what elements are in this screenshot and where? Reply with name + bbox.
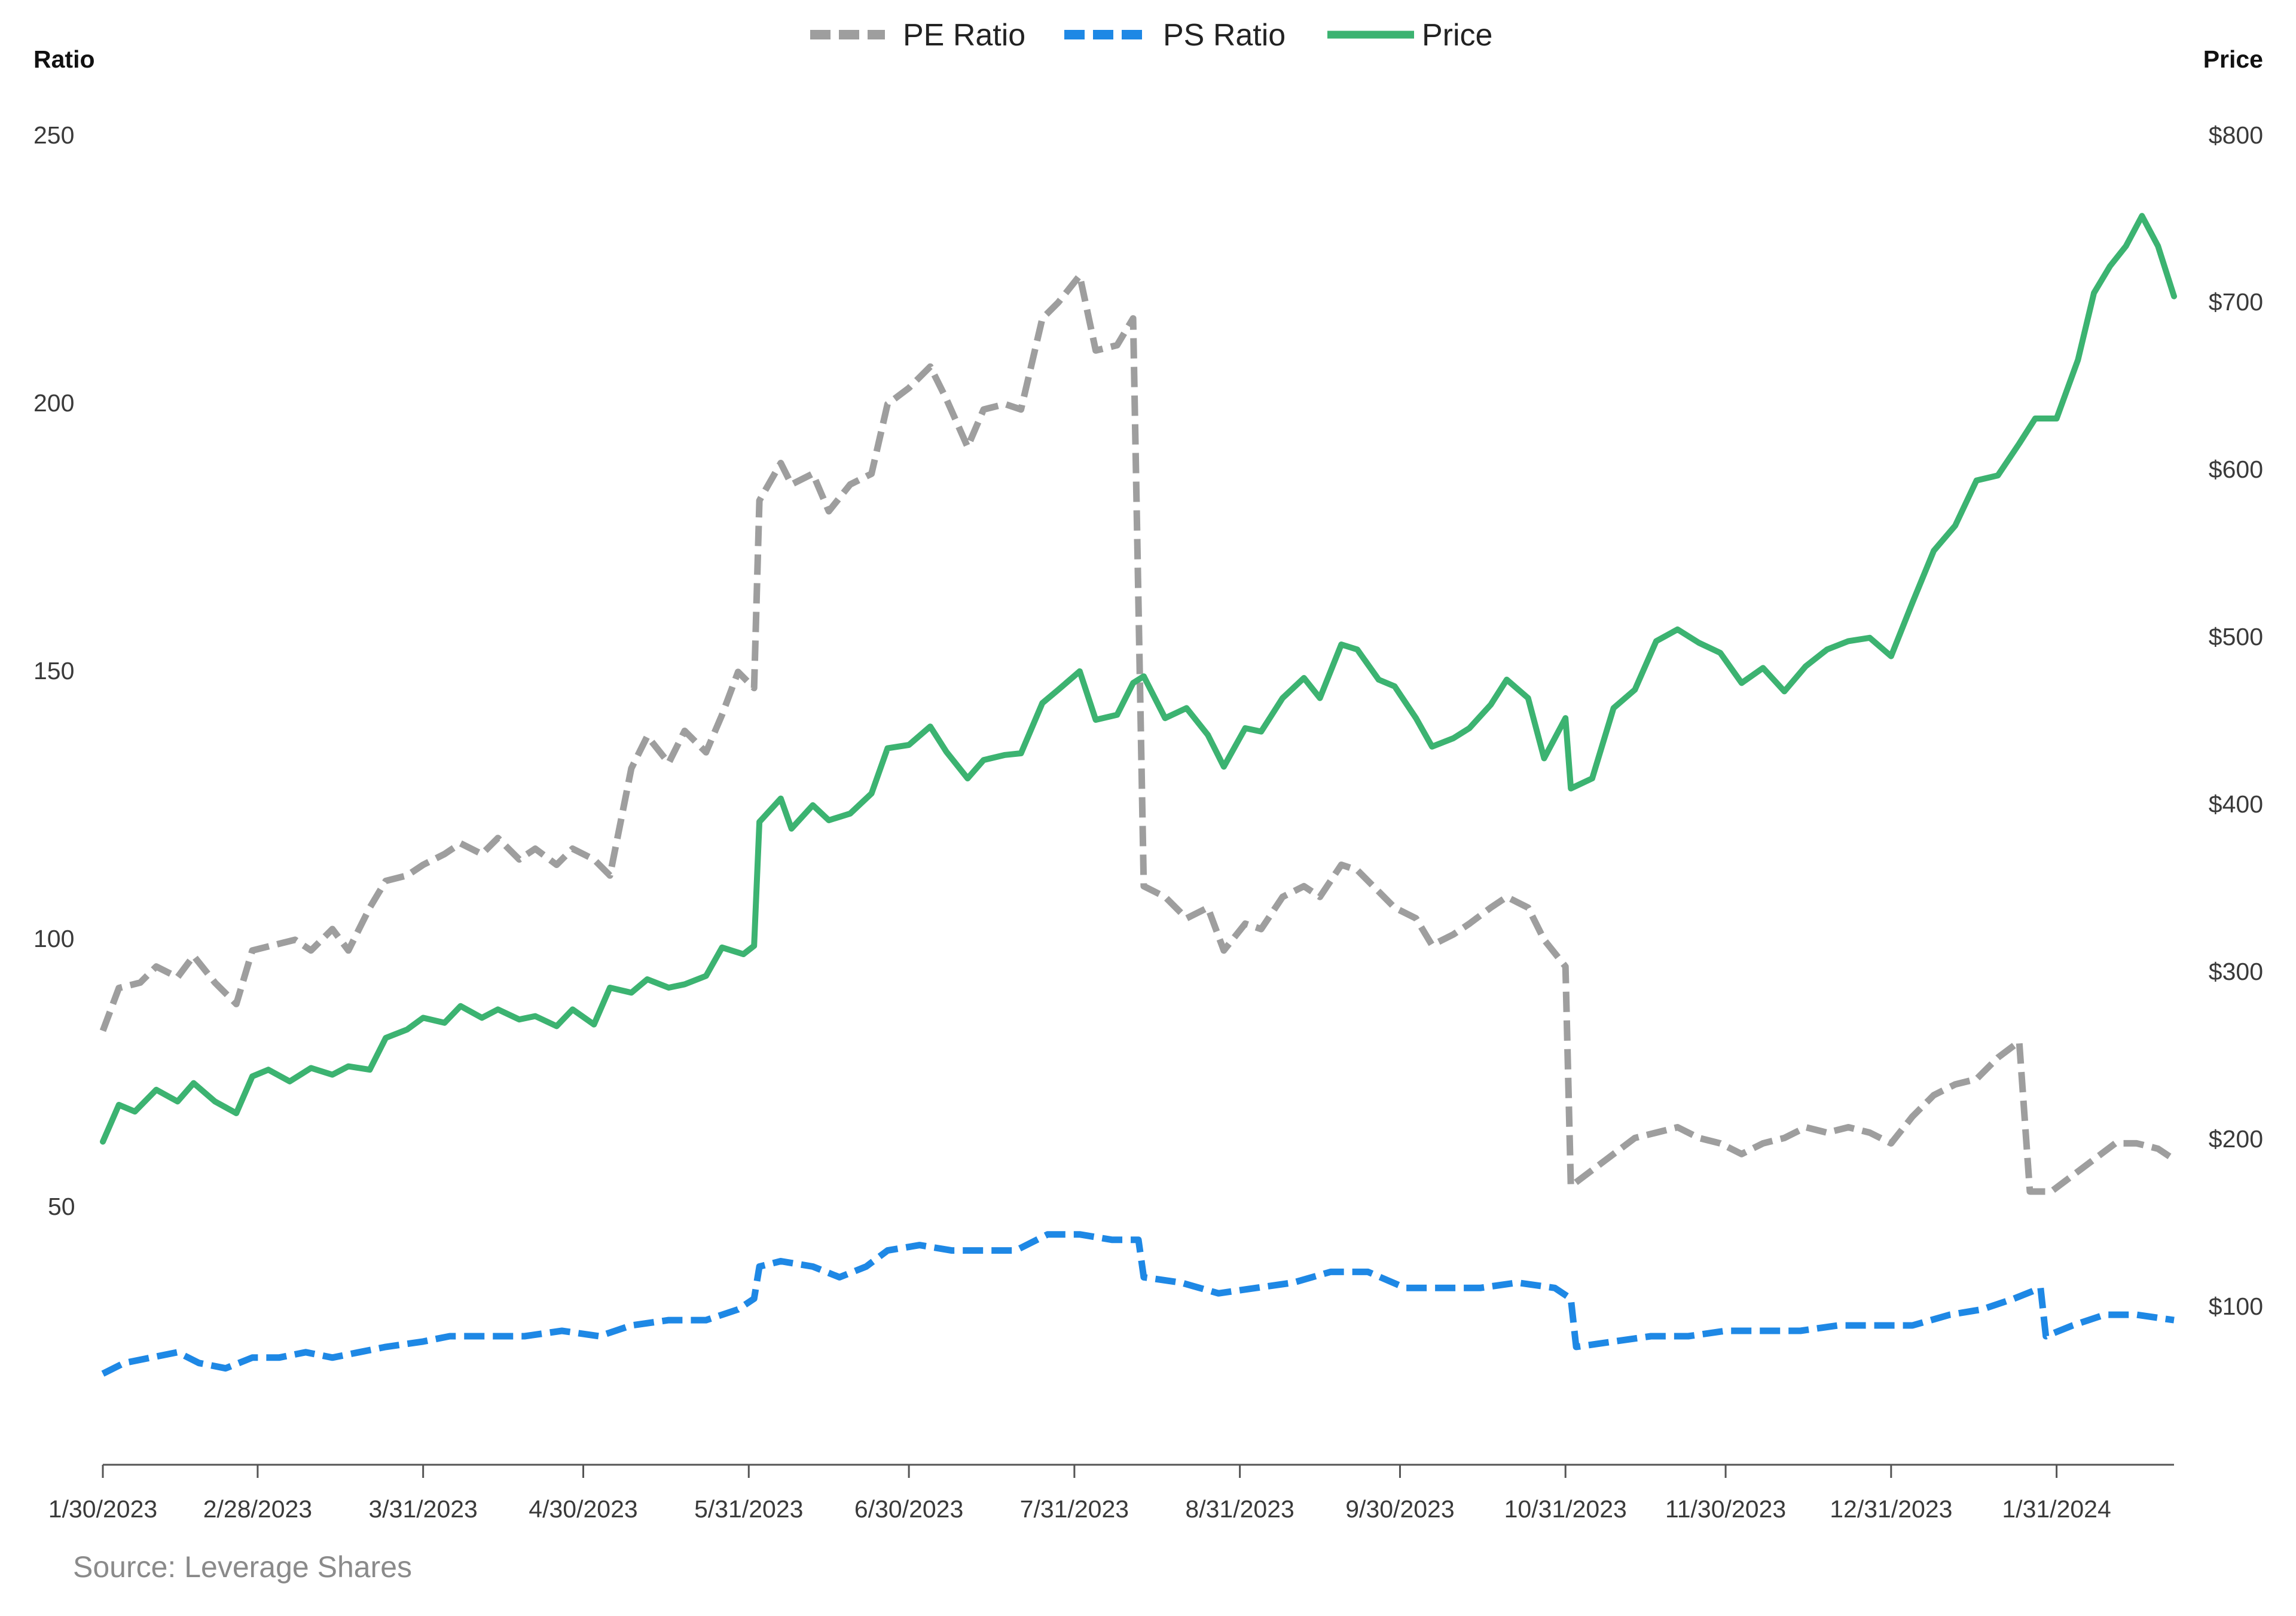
left-tick-label: 250 [33,121,74,149]
left-tick-label: 200 [33,389,74,417]
right-axis-title: Price [2203,45,2263,73]
right-tick-label: $100 [2209,1293,2263,1320]
right-tick-label: $800 [2209,121,2263,149]
x-tick-label: 6/30/2023 [854,1495,963,1523]
x-tick-label: 9/30/2023 [1345,1495,1454,1523]
left-axis-ticks: 250 200 150 100 50 [33,121,75,1220]
series-line-ps-ratio [101,1231,2175,1377]
right-axis-ticks: $800 $700 $600 $500 $400 $300 $200 $100 [2209,121,2263,1320]
source-note: Source: Leverage Shares [73,1550,412,1584]
right-tick-label: $400 [2209,790,2263,818]
left-tick-label: 150 [33,657,74,685]
x-tick-label: 1/31/2024 [2002,1495,2111,1523]
legend: PE Ratio PS Ratio Price [810,18,1492,53]
x-tick-label: 8/31/2023 [1185,1495,1294,1523]
series-line-pe-ratio [99,272,2176,1195]
right-tick-label: $600 [2209,456,2263,483]
x-tick-label: 12/31/2023 [1830,1495,1952,1523]
right-tick-label: $200 [2209,1125,2263,1153]
x-tick-label: 4/30/2023 [529,1495,637,1523]
left-tick-label: 100 [33,925,74,952]
x-axis-ticks: 1/30/2023 2/28/2023 3/31/2023 4/30/2023 5/31… [48,1465,2111,1523]
left-axis-title: Ratio [33,45,95,73]
x-tick-label: 1/30/2023 [48,1495,157,1523]
series-layer [99,213,2177,1377]
x-tick-label: 3/31/2023 [368,1495,477,1523]
legend-label-ps-ratio: PS Ratio [1163,18,1286,53]
x-tick-label: 11/30/2023 [1665,1495,1786,1523]
left-tick-label: 50 [48,1193,75,1220]
right-tick-label: $700 [2209,288,2263,316]
legend-label-pe-ratio: PE Ratio [903,18,1025,53]
legend-label-price: Price [1422,18,1492,53]
series-line-price [100,213,2177,1145]
x-tick-label: 7/31/2023 [1020,1495,1129,1523]
x-tick-label: 10/31/2023 [1504,1495,1627,1523]
x-tick-label: 2/28/2023 [203,1495,312,1523]
right-tick-label: $300 [2209,958,2263,985]
x-tick-label: 5/31/2023 [694,1495,803,1523]
right-tick-label: $500 [2209,623,2263,650]
